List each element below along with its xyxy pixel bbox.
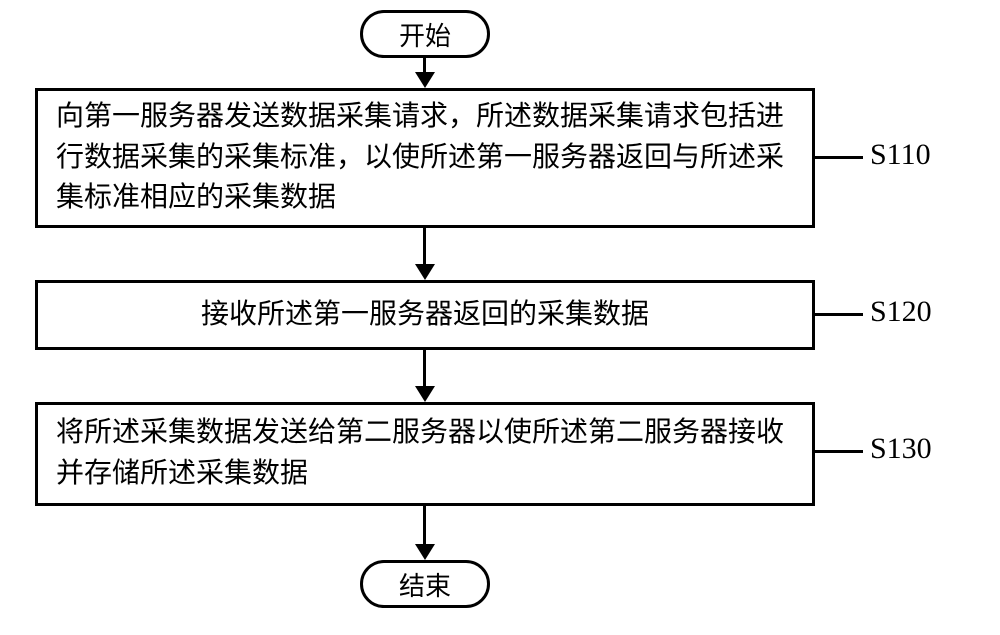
process-step3: 将所述采集数据发送给第二服务器以使所述第二服务器接收并存储所述采集数据 — [35, 402, 815, 506]
step2-text: 接收所述第一服务器返回的采集数据 — [201, 295, 649, 336]
arrow-2-head — [415, 264, 435, 280]
flowchart-container: 开始 向第一服务器发送数据采集请求，所述数据采集请求包括进行数据采集的采集标准，… — [0, 0, 1000, 635]
step3-label: S130 — [870, 432, 932, 466]
process-step2: 接收所述第一服务器返回的采集数据 — [35, 280, 815, 350]
arrow-3-head — [415, 386, 435, 402]
arrow-1-head — [415, 72, 435, 88]
connector-2 — [815, 313, 863, 316]
step3-text: 将所述采集数据发送给第二服务器以使所述第二服务器接收并存储所述采集数据 — [56, 413, 794, 494]
connector-1 — [815, 156, 863, 159]
arrow-3 — [423, 350, 426, 388]
end-label: 结束 — [399, 566, 451, 603]
arrow-4 — [423, 506, 426, 546]
arrow-4-head — [415, 544, 435, 560]
step1-label: S110 — [870, 138, 931, 172]
start-label: 开始 — [399, 16, 451, 53]
step2-label: S120 — [870, 295, 932, 329]
connector-3 — [815, 450, 863, 453]
process-step1: 向第一服务器发送数据采集请求，所述数据采集请求包括进行数据采集的采集标准，以使所… — [35, 88, 815, 228]
end-node: 结束 — [360, 560, 490, 608]
start-node: 开始 — [360, 10, 490, 58]
step1-text: 向第一服务器发送数据采集请求，所述数据采集请求包括进行数据采集的采集标准，以使所… — [56, 97, 794, 219]
arrow-2 — [423, 228, 426, 266]
